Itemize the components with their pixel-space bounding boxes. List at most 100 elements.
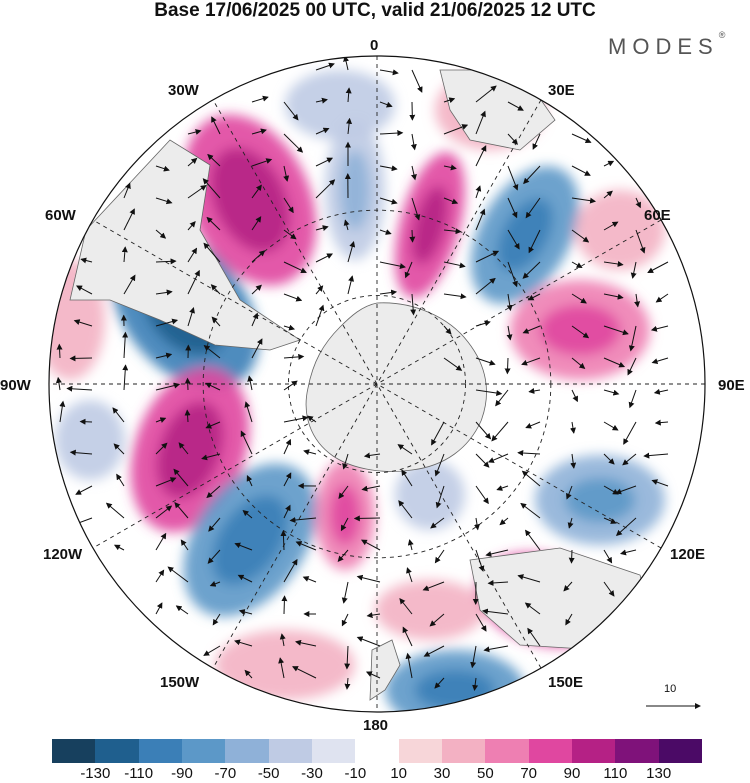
wind-vector-arrow bbox=[209, 581, 221, 587]
wind-vector-arrow bbox=[603, 261, 624, 267]
lon-label-0: 0 bbox=[370, 37, 379, 54]
anomaly-blob bbox=[565, 478, 635, 522]
colorbar-swatch bbox=[398, 739, 442, 763]
wind-vector-arrow bbox=[485, 549, 509, 557]
wind-vector-arrow bbox=[566, 485, 573, 500]
wind-vector-arrow bbox=[56, 343, 63, 359]
wind-vector-arrow bbox=[651, 479, 669, 487]
colorbar-swatch bbox=[485, 739, 529, 763]
colorbar-swatch bbox=[95, 739, 139, 763]
wind-vector-arrow bbox=[397, 444, 413, 455]
wind-vector-arrow bbox=[401, 469, 413, 487]
wind-vector-arrow bbox=[647, 261, 669, 273]
wind-vector-arrow bbox=[205, 421, 221, 429]
wind-vector-arrow bbox=[155, 602, 163, 615]
wind-vector-arrow bbox=[379, 289, 398, 296]
wind-vector-arrow bbox=[434, 549, 445, 564]
wind-vector-arrow bbox=[342, 453, 349, 470]
wind-vector-arrow bbox=[528, 229, 541, 254]
wind-vector-arrow bbox=[251, 184, 262, 199]
wind-vector-arrow bbox=[155, 197, 173, 205]
colorbar-swatch bbox=[441, 739, 486, 763]
wind-vector-arrow bbox=[653, 388, 669, 395]
wind-vector-arrow bbox=[475, 320, 491, 327]
wind-vector-arrow bbox=[443, 293, 467, 300]
wind-vector-arrow bbox=[360, 539, 381, 551]
wind-vector-arrow bbox=[283, 261, 307, 274]
anomaly-blob bbox=[395, 460, 465, 530]
anomaly-blob bbox=[212, 495, 288, 585]
wind-vector-arrow bbox=[251, 250, 266, 263]
lon-label-90w: 90W bbox=[0, 377, 31, 394]
wind-vector-arrow bbox=[481, 608, 509, 615]
wind-vector-arrow bbox=[443, 261, 466, 269]
graticule bbox=[49, 56, 705, 712]
wind-vector-arrow bbox=[603, 357, 626, 368]
wind-vector-arrow bbox=[475, 453, 490, 468]
anomaly-blob bbox=[285, 70, 395, 140]
colorbar-tick-label: -130 bbox=[80, 765, 111, 782]
brand-logo: MODES® bbox=[608, 30, 726, 59]
wind-vector-arrow bbox=[251, 284, 262, 295]
wind-vector-arrow bbox=[283, 229, 297, 240]
lon-label-30e: 30E bbox=[548, 82, 575, 99]
wind-vector-arrow bbox=[603, 581, 615, 597]
wind-vector-arrow bbox=[75, 485, 93, 495]
wind-vector-arrow bbox=[251, 158, 273, 167]
wind-vector-arrow bbox=[472, 677, 479, 692]
colorbar-tick-label: 30 bbox=[433, 765, 451, 782]
wind-vector-arrow bbox=[205, 382, 221, 391]
wind-vector-arrow bbox=[435, 485, 445, 509]
wind-vector-arrow bbox=[244, 669, 253, 679]
wind-vector-arrow bbox=[495, 389, 509, 407]
wind-vector-arrow bbox=[483, 645, 509, 653]
wind-vector-arrow bbox=[212, 613, 221, 626]
wind-vector-arrow bbox=[76, 285, 93, 295]
wind-vector-arrow bbox=[283, 133, 304, 153]
wind-vectors bbox=[55, 56, 669, 692]
wind-vector-arrow bbox=[423, 645, 445, 657]
wind-vector-arrow bbox=[283, 472, 292, 487]
anomaly-blob bbox=[215, 630, 355, 700]
wind-vector-arrow bbox=[203, 645, 221, 656]
wind-vector-arrow bbox=[155, 318, 179, 327]
colorbar-tick-label: 110 bbox=[603, 765, 628, 782]
wind-vector-arrow bbox=[155, 229, 167, 239]
colorbar-tick-label: -70 bbox=[214, 765, 237, 782]
wind-vector-arrow bbox=[528, 387, 541, 394]
wind-vector-arrow bbox=[361, 485, 381, 492]
wind-vector-arrow bbox=[520, 502, 541, 519]
colorbar-swatch bbox=[528, 739, 572, 763]
wind-vector-arrow bbox=[155, 258, 177, 265]
wind-vector-arrow bbox=[470, 645, 477, 669]
wind-vector-arrow bbox=[603, 453, 615, 465]
anomaly-blob bbox=[210, 148, 290, 252]
wind-vector-arrow bbox=[283, 504, 291, 519]
wind-vector-arrow bbox=[527, 627, 541, 647]
colorbar-swatch bbox=[658, 739, 702, 763]
wind-vector-arrow bbox=[475, 85, 497, 103]
wind-vector-arrow bbox=[80, 257, 93, 264]
wind-vector-arrow bbox=[211, 116, 221, 135]
wind-vector-arrow bbox=[283, 101, 299, 121]
wind-vector-arrow bbox=[283, 438, 292, 455]
wind-vector-arrow bbox=[620, 549, 637, 556]
wind-vector-arrow bbox=[571, 325, 590, 339]
wind-vector-arrow bbox=[113, 544, 125, 551]
colorbar-tick-label: 70 bbox=[520, 765, 537, 782]
wind-vector-arrow bbox=[496, 485, 509, 491]
wind-vector-arrow bbox=[340, 517, 349, 532]
wind-vector-arrow bbox=[187, 129, 202, 135]
wind-vector-arrow bbox=[184, 377, 191, 391]
wind-vector-arrow bbox=[295, 541, 317, 551]
wind-vector-arrow bbox=[532, 133, 541, 150]
wind-vector-arrow bbox=[523, 165, 541, 185]
wind-vector-arrow bbox=[155, 289, 173, 296]
wind-vector-arrow bbox=[506, 325, 513, 341]
wind-vector-arrow bbox=[113, 443, 125, 455]
wind-vector-arrow bbox=[525, 197, 541, 219]
wind-vector-arrow bbox=[491, 421, 509, 442]
wind-vector-arrow bbox=[294, 639, 317, 647]
colorbar-tick-label: 90 bbox=[563, 765, 581, 782]
wind-vector-arrow bbox=[155, 382, 181, 391]
